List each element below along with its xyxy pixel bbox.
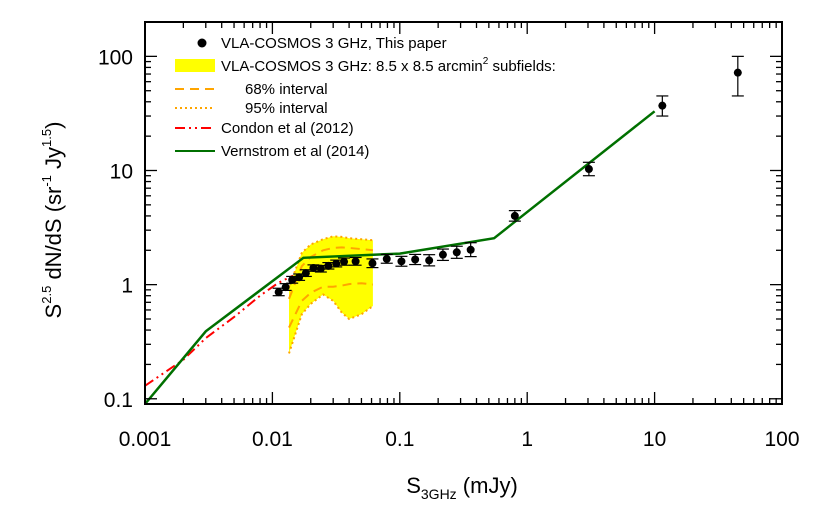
y-tick-label: 0.1	[104, 389, 133, 412]
series-line-4	[144, 274, 294, 387]
legend-label-text: 68% interval	[245, 81, 328, 98]
data-marker	[301, 269, 310, 278]
data-marker	[397, 257, 406, 266]
data-marker	[584, 165, 593, 174]
legend-label-text: Condon et al (2012)	[221, 120, 354, 137]
data-point	[286, 275, 299, 284]
data-marker	[340, 257, 349, 266]
legend-label-text: VLA-COSMOS 3 GHz, This paper	[221, 35, 447, 52]
x-tick-label: 0.1	[385, 428, 414, 451]
data-marker	[425, 256, 434, 265]
x-tick-label: 0.01	[252, 428, 293, 451]
data-marker	[332, 259, 341, 268]
data-marker	[316, 264, 325, 273]
legend-label: 95% interval	[245, 100, 328, 117]
points-layer	[272, 55, 744, 297]
data-marker	[466, 245, 475, 254]
y-axis-title-part1: S	[41, 304, 66, 319]
legend-marker	[197, 38, 207, 48]
series-upper-line-3	[288, 235, 373, 288]
legend-entry: Condon et al (2012)	[175, 120, 354, 137]
legend-label: Vernstrom et al (2014)	[221, 143, 369, 160]
ticks-layer: 0.001 0.01 0.1 1 10 100 0.1 1 10 100	[98, 21, 800, 451]
legend-label: VLA-COSMOS 3 GHz, This paper	[221, 35, 447, 52]
data-marker	[324, 261, 333, 270]
data-marker	[452, 248, 461, 257]
series-upper-line-2	[288, 246, 374, 300]
x-tick-label: 100	[764, 428, 799, 451]
data-point	[349, 256, 362, 266]
series-lower-line-2	[288, 282, 374, 329]
legend-label-text: 95% interval	[245, 100, 328, 117]
legend-label: Condon et al (2012)	[221, 120, 354, 137]
data-point	[450, 245, 463, 259]
x-axis-title: S3GHz (mJy)	[406, 473, 518, 502]
data-point	[409, 253, 422, 266]
data-point	[731, 55, 744, 97]
x-axis-title-base: S	[406, 473, 421, 498]
legend-label-text: Vernstrom et al (2014)	[221, 143, 369, 160]
y-tick-label: 100	[98, 46, 133, 69]
data-point	[436, 248, 449, 262]
data-point	[582, 161, 595, 177]
data-marker	[368, 259, 377, 268]
data-marker	[274, 288, 283, 297]
legend-label: VLA-COSMOS 3 GHz: 8.5 x 8.5 arcmin2 subf…	[221, 56, 556, 75]
legend-swatch	[175, 59, 215, 72]
data-point	[338, 257, 351, 266]
y-axis-title-sup1: 2.5	[39, 286, 54, 304]
data-point	[395, 255, 408, 267]
y-axis-title-sup3: 1.5	[39, 129, 54, 147]
y-axis-title-part2: dN/dS (sr	[41, 187, 66, 286]
data-marker	[351, 257, 360, 266]
legend-label: 68% interval	[245, 81, 328, 98]
y-axis-title: S2.5 dN/dS (sr-1 Jy1.5)	[39, 122, 66, 319]
data-marker	[438, 250, 447, 259]
x-axis-title-unit: (mJy)	[457, 473, 518, 498]
legend-entry: Vernstrom et al (2014)	[175, 143, 369, 160]
legend-label-text: VLA-COSMOS 3 GHz: 8.5 x 8.5 arcmin	[221, 58, 483, 75]
y-tick-label: 1	[121, 275, 133, 298]
y-tick-label: 10	[110, 160, 133, 183]
x-tick-label: 1	[521, 428, 533, 451]
legend-entry: 95% interval	[175, 100, 328, 117]
series-lower-line-3	[288, 293, 374, 354]
data-point	[366, 258, 379, 269]
legend-entry: VLA-COSMOS 3 GHz: 8.5 x 8.5 arcmin2 subf…	[175, 56, 556, 75]
series-line-5	[144, 110, 656, 405]
data-marker	[295, 273, 304, 282]
legend-entry: 68% interval	[175, 81, 328, 98]
data-marker	[411, 255, 420, 264]
data-marker	[733, 68, 742, 77]
data-marker	[288, 275, 297, 284]
lines-layer	[144, 110, 656, 405]
data-point	[508, 210, 521, 222]
data-marker	[382, 254, 391, 263]
x-axis-title-sub: 3GHz	[421, 486, 457, 502]
data-marker	[281, 283, 290, 292]
y-axis-title-sup2: -1	[39, 175, 54, 187]
legend-label-sup: 2	[483, 56, 489, 67]
plot-frame	[144, 21, 783, 405]
data-point	[307, 263, 320, 272]
data-point	[380, 253, 393, 264]
data-point	[464, 242, 477, 258]
data-point	[656, 95, 669, 117]
legend-entry: VLA-COSMOS 3 GHz, This paper	[197, 35, 447, 52]
legend-label-suffix: subfields:	[488, 58, 556, 75]
x-tick-label: 0.001	[119, 428, 172, 451]
y-axis-title-part3: Jy	[41, 147, 66, 175]
data-marker	[658, 101, 667, 110]
legend: VLA-COSMOS 3 GHz, This paper VLA-COSMOS 3…	[175, 35, 556, 160]
y-axis-title-part4: )	[41, 122, 66, 129]
data-marker	[510, 211, 519, 220]
x-tick-label: 10	[643, 428, 666, 451]
data-point	[423, 254, 436, 267]
